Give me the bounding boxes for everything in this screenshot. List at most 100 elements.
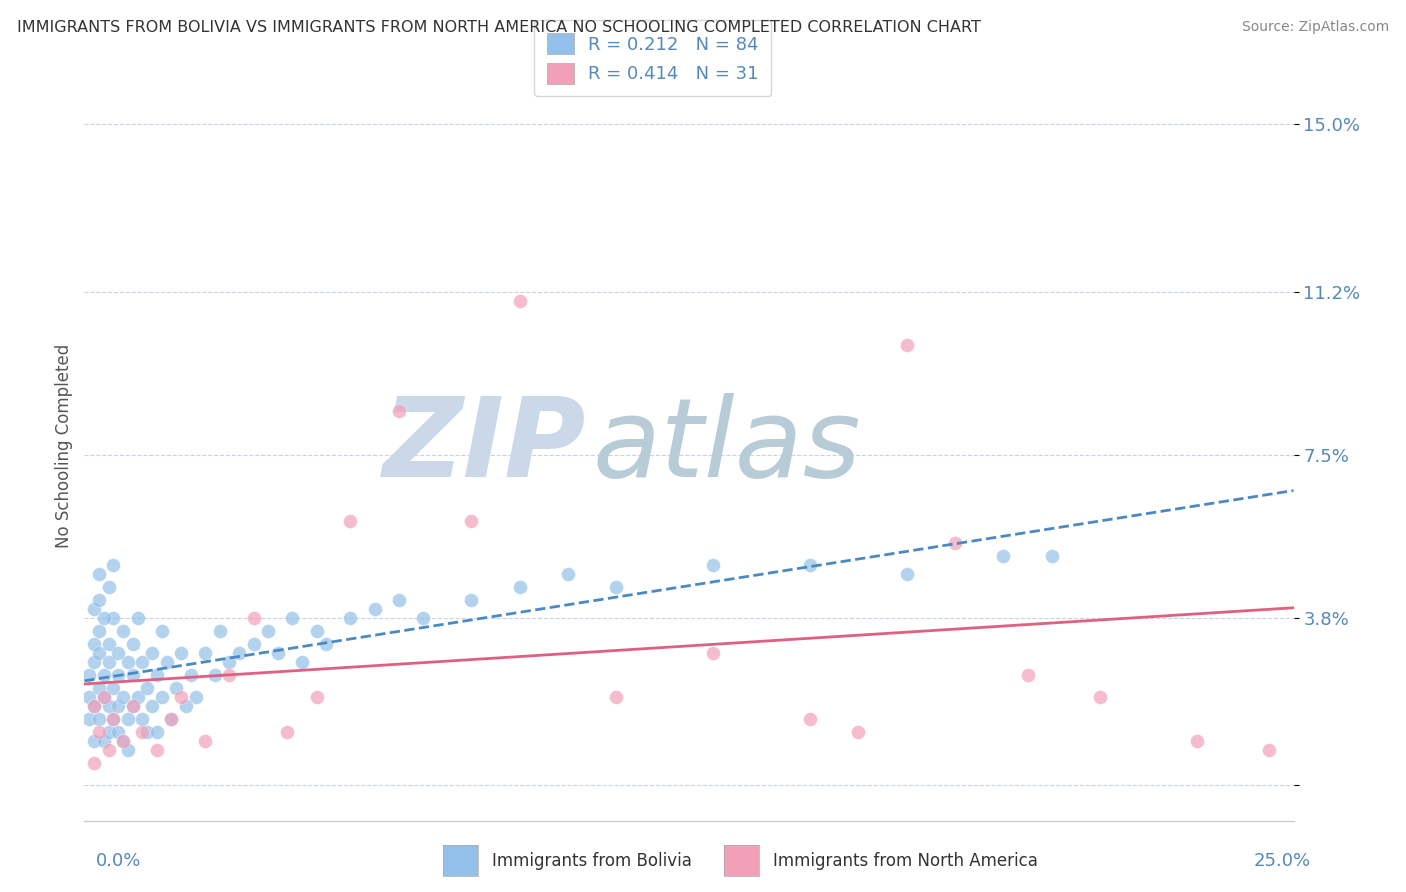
Point: [83, 699, 105, 714]
Point: [107, 725, 129, 739]
Point: [896, 566, 918, 581]
Point: [107, 699, 129, 714]
Point: [77, 712, 100, 726]
Point: [363, 602, 385, 616]
Point: [141, 699, 163, 714]
Point: [267, 646, 290, 660]
Point: [218, 668, 240, 682]
Point: [121, 668, 143, 682]
Point: [136, 725, 159, 739]
Point: [112, 734, 135, 748]
Point: [93, 690, 115, 705]
Point: [388, 403, 411, 417]
Point: [83, 602, 105, 616]
Point: [993, 549, 1015, 564]
Point: [93, 690, 115, 705]
Point: [291, 655, 314, 669]
Point: [170, 690, 193, 705]
Point: [121, 699, 143, 714]
Point: [97, 637, 120, 651]
Point: [107, 668, 129, 682]
Point: [605, 580, 627, 594]
Text: ZIP: ZIP: [382, 392, 586, 500]
Point: [141, 646, 163, 660]
Point: [242, 611, 264, 625]
Point: [509, 580, 531, 594]
Point: [388, 593, 411, 607]
Point: [339, 514, 361, 528]
Point: [121, 637, 143, 651]
Point: [412, 611, 434, 625]
Point: [605, 690, 627, 705]
Point: [257, 624, 280, 639]
Point: [93, 734, 115, 748]
Point: [160, 712, 183, 726]
Point: [136, 681, 159, 696]
Point: [112, 734, 135, 748]
Point: [242, 637, 264, 651]
Point: [799, 558, 821, 572]
Text: Immigrants from North America: Immigrants from North America: [773, 852, 1038, 870]
Point: [160, 712, 183, 726]
Point: [509, 293, 531, 308]
Point: [121, 699, 143, 714]
Point: [276, 725, 298, 739]
Point: [112, 690, 135, 705]
Point: [204, 668, 226, 682]
Point: [103, 712, 125, 726]
Point: [1185, 734, 1208, 748]
Point: [97, 655, 120, 669]
Point: [87, 646, 110, 660]
Point: [83, 699, 105, 714]
Point: [87, 712, 110, 726]
Point: [93, 668, 115, 682]
Point: [846, 725, 869, 739]
Point: [150, 690, 173, 705]
Point: [1258, 743, 1281, 757]
Point: [131, 655, 153, 669]
Point: [117, 712, 139, 726]
Point: [103, 712, 125, 726]
Point: [83, 655, 105, 669]
Point: [218, 655, 240, 669]
Point: [77, 668, 100, 682]
Point: [460, 593, 482, 607]
Legend: R = 0.212   N = 84, R = 0.414   N = 31: R = 0.212 N = 84, R = 0.414 N = 31: [534, 21, 772, 96]
Point: [103, 558, 125, 572]
Point: [194, 734, 217, 748]
Point: [460, 514, 482, 528]
Point: [77, 690, 100, 705]
Point: [146, 668, 169, 682]
Point: [107, 646, 129, 660]
Point: [150, 624, 173, 639]
Point: [1040, 549, 1063, 564]
Point: [174, 699, 197, 714]
Point: [170, 646, 193, 660]
Point: [117, 743, 139, 757]
Point: [87, 681, 110, 696]
Point: [281, 611, 304, 625]
Point: [131, 712, 153, 726]
Point: [155, 655, 177, 669]
Point: [180, 668, 202, 682]
Point: [146, 725, 169, 739]
Point: [208, 624, 231, 639]
Point: [339, 611, 361, 625]
Point: [93, 611, 115, 625]
Point: [131, 725, 153, 739]
Point: [799, 712, 821, 726]
Point: [83, 756, 105, 771]
Point: [87, 725, 110, 739]
Point: [97, 699, 120, 714]
Point: [943, 536, 966, 550]
Point: [87, 624, 110, 639]
Point: [97, 580, 120, 594]
Point: [103, 681, 125, 696]
Point: [896, 337, 918, 351]
Text: Source: ZipAtlas.com: Source: ZipAtlas.com: [1241, 20, 1389, 34]
Text: atlas: atlas: [592, 392, 860, 500]
Y-axis label: No Schooling Completed: No Schooling Completed: [55, 344, 73, 548]
Point: [146, 743, 169, 757]
Text: Immigrants from Bolivia: Immigrants from Bolivia: [492, 852, 692, 870]
Point: [1088, 690, 1111, 705]
